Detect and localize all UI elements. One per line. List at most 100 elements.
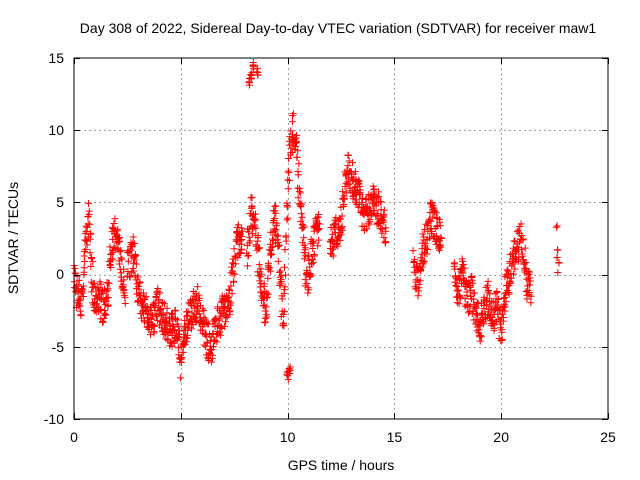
data-point xyxy=(107,257,115,265)
data-point xyxy=(316,220,324,228)
data-point xyxy=(310,250,318,258)
data-point xyxy=(74,281,82,289)
y-tick-label: 10 xyxy=(48,122,64,138)
data-point xyxy=(268,243,276,251)
data-point xyxy=(523,295,531,303)
data-point xyxy=(527,299,535,307)
data-point xyxy=(117,246,125,254)
y-tick-label: -10 xyxy=(44,411,64,427)
data-point xyxy=(416,277,424,285)
data-point xyxy=(527,292,535,300)
data-point xyxy=(188,325,195,333)
data-point xyxy=(260,295,268,303)
data-point xyxy=(237,249,245,257)
data-point xyxy=(188,309,196,317)
data-point xyxy=(168,311,176,319)
data-point xyxy=(223,311,231,319)
data-point xyxy=(184,326,192,334)
data-point xyxy=(163,309,171,317)
data-point xyxy=(296,202,304,210)
data-point xyxy=(502,298,510,306)
data-point xyxy=(336,215,344,223)
axis-ticks xyxy=(74,58,609,420)
data-point xyxy=(293,138,301,146)
data-point xyxy=(254,71,262,79)
data-point xyxy=(102,297,110,305)
data-point xyxy=(315,236,323,244)
data-point xyxy=(247,75,255,83)
data-point xyxy=(476,332,484,340)
data-point xyxy=(112,230,120,238)
data-point xyxy=(295,185,303,193)
data-point xyxy=(437,233,445,241)
data-point xyxy=(284,185,292,193)
data-point xyxy=(109,255,117,263)
data-point xyxy=(526,281,534,289)
data-point xyxy=(374,210,382,218)
chart-title: Day 308 of 2022, Sidereal Day-to-day VTE… xyxy=(80,20,597,36)
data-point xyxy=(315,224,323,232)
data-point xyxy=(179,348,187,356)
data-point xyxy=(105,279,113,287)
data-point xyxy=(272,209,280,217)
data-point xyxy=(155,296,163,304)
data-point xyxy=(351,168,359,176)
data-point xyxy=(216,323,224,331)
data-point xyxy=(170,339,178,347)
data-point xyxy=(199,305,207,313)
data-point xyxy=(77,312,85,320)
data-point xyxy=(507,274,515,282)
data-point xyxy=(87,229,95,237)
data-point xyxy=(200,313,208,321)
data-point xyxy=(252,224,260,232)
data-point xyxy=(300,223,308,231)
data-point xyxy=(349,195,357,203)
data-point xyxy=(213,338,221,346)
data-point xyxy=(203,338,211,346)
data-point xyxy=(88,255,96,263)
data-point xyxy=(373,194,381,202)
data-point xyxy=(121,299,129,307)
data-point xyxy=(160,324,168,332)
data-point xyxy=(294,194,302,202)
y-axis-label: SDTVAR / TECUs xyxy=(5,182,21,294)
data-point xyxy=(245,233,253,241)
data-point xyxy=(107,263,115,271)
data-point xyxy=(267,267,275,275)
data-point xyxy=(379,217,387,225)
data-point xyxy=(200,341,208,349)
data-point xyxy=(333,236,341,244)
data-point xyxy=(484,288,492,296)
data-point xyxy=(160,300,168,308)
data-point xyxy=(266,264,274,272)
data-point xyxy=(493,295,501,303)
data-point xyxy=(456,275,464,283)
data-point xyxy=(480,304,488,312)
data-point xyxy=(287,127,295,135)
data-point xyxy=(521,244,529,252)
data-point xyxy=(499,317,507,325)
data-point xyxy=(503,266,511,274)
data-point xyxy=(263,289,271,297)
data-point xyxy=(509,270,517,278)
data-point xyxy=(553,222,561,230)
data-point xyxy=(553,246,561,254)
data-point xyxy=(82,245,90,253)
data-point xyxy=(456,293,464,301)
data-point xyxy=(433,222,441,230)
data-point xyxy=(471,303,479,311)
data-point xyxy=(281,246,289,254)
data-point xyxy=(87,262,95,270)
data-point xyxy=(261,307,269,315)
data-point xyxy=(526,277,534,285)
data-point xyxy=(230,278,238,286)
data-point xyxy=(514,226,522,234)
data-point xyxy=(298,200,306,208)
data-point xyxy=(339,188,347,196)
data-point xyxy=(409,247,417,255)
data-point xyxy=(286,366,294,374)
grid-lines xyxy=(74,58,608,419)
data-point xyxy=(298,213,306,221)
data-point xyxy=(517,246,525,254)
data-point xyxy=(261,318,269,326)
